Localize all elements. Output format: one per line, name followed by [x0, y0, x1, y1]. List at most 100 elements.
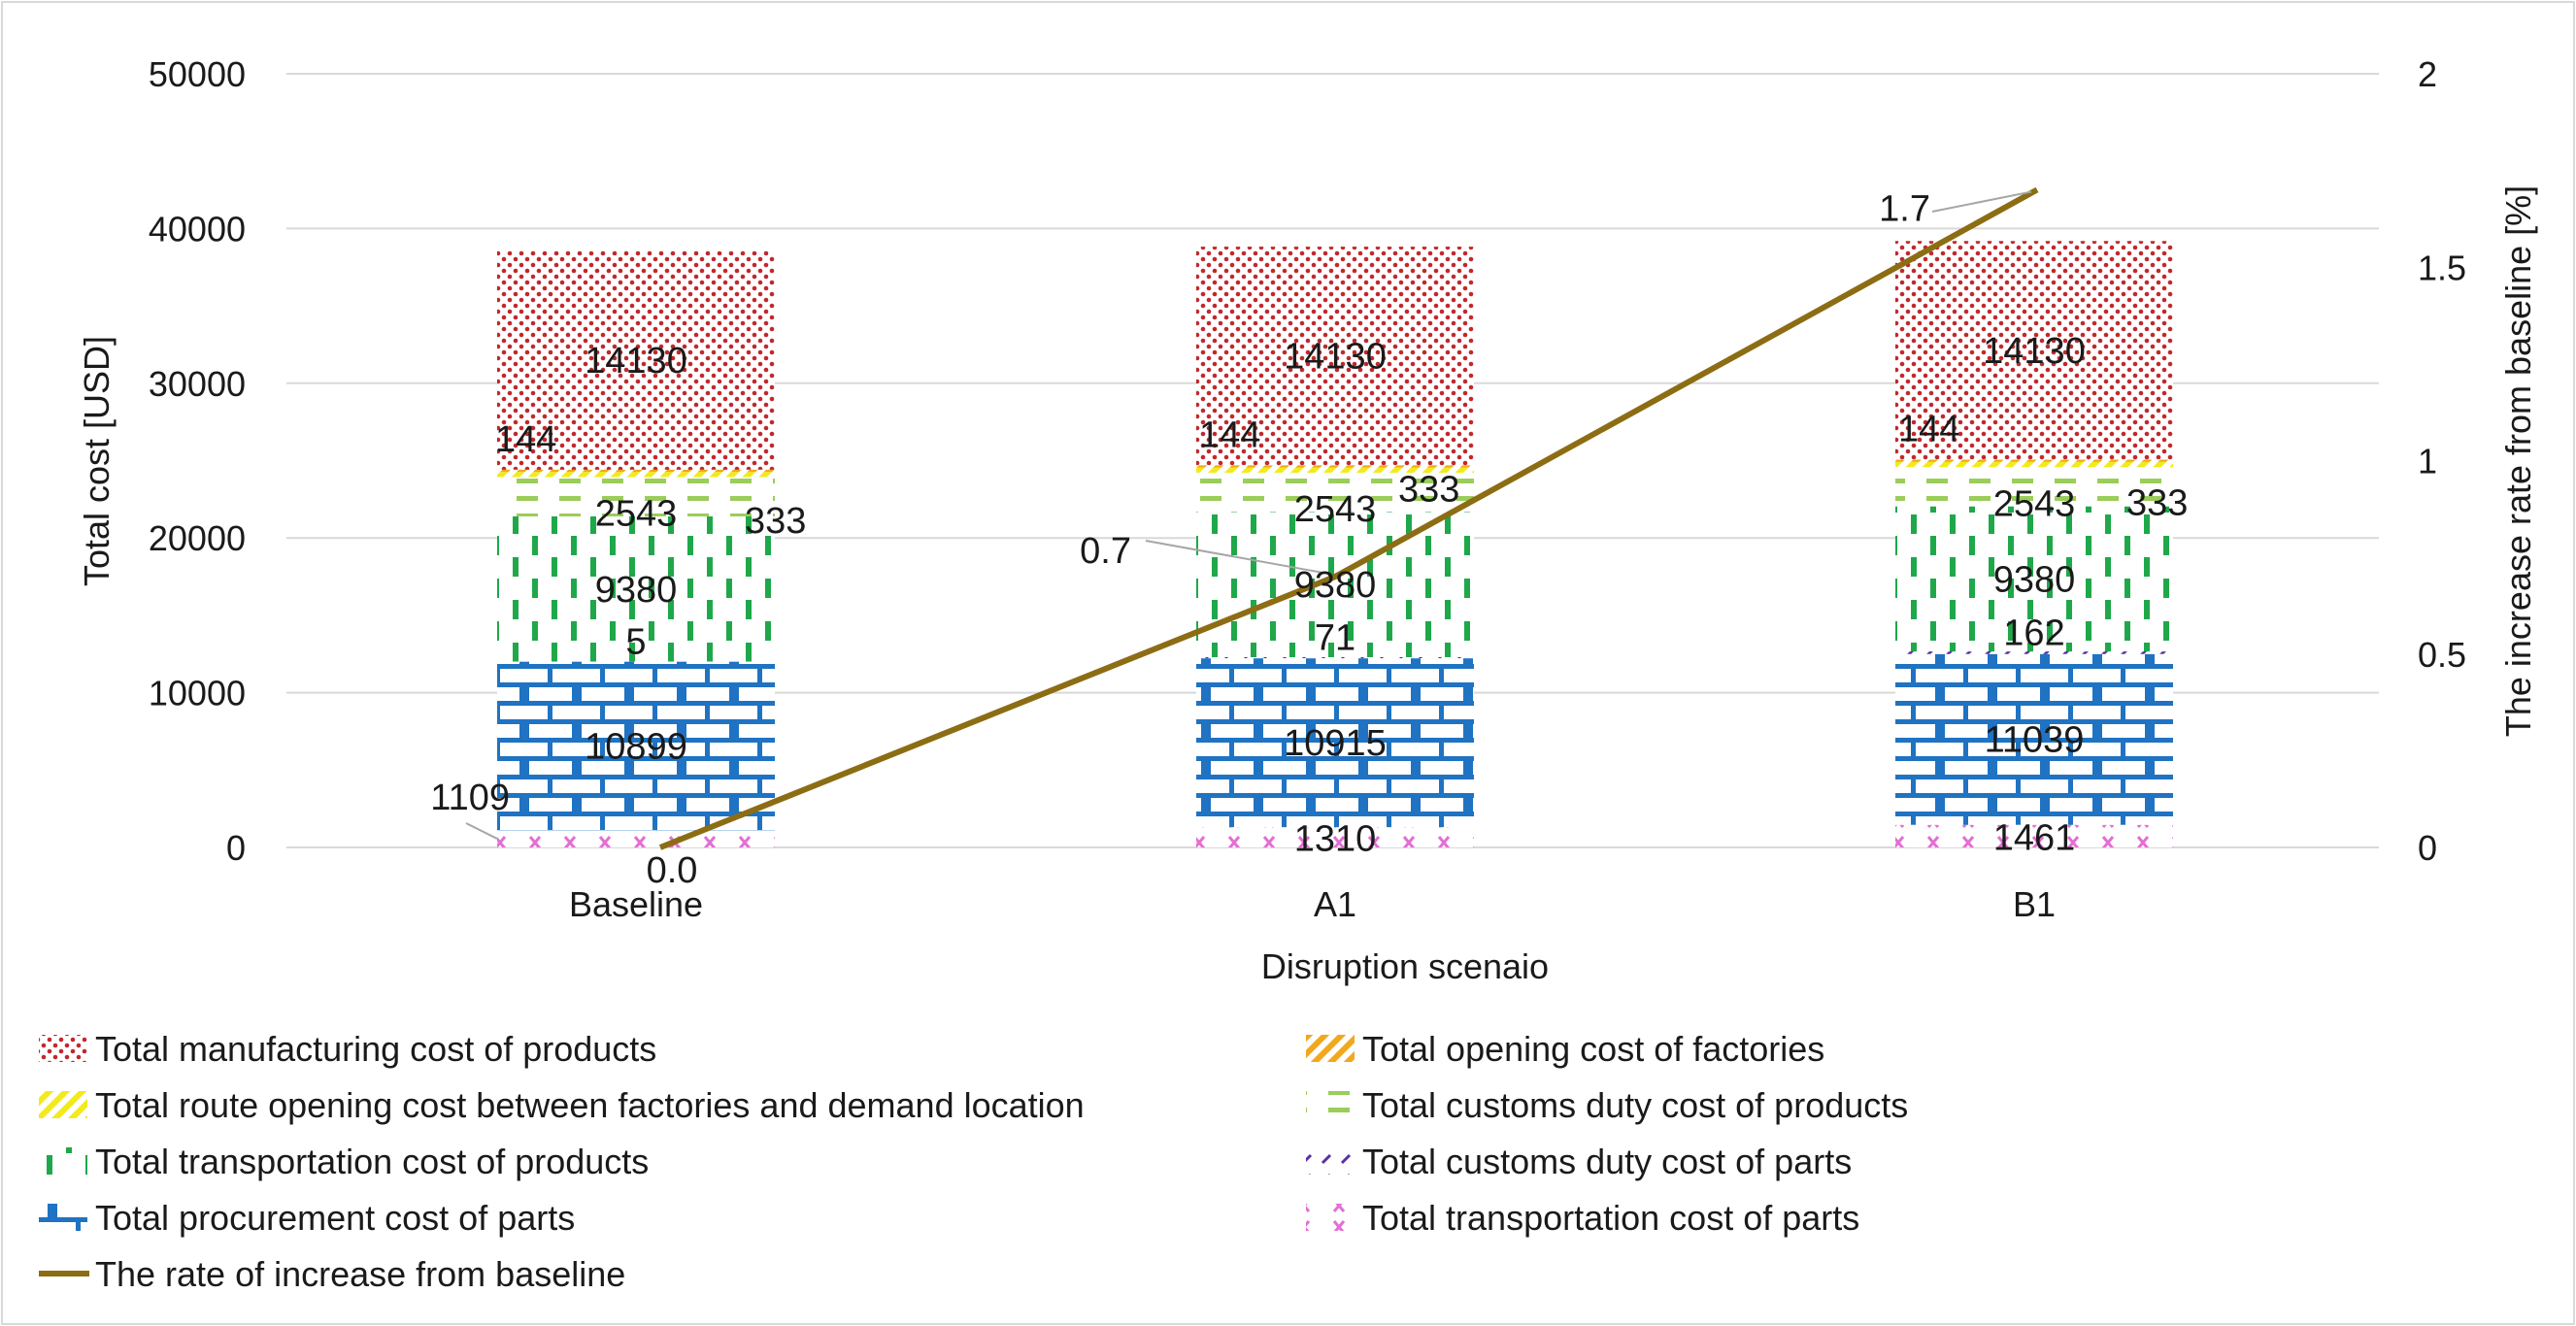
bar-segment: [1196, 827, 1474, 847]
y-tick-label: 0: [226, 828, 246, 868]
bar-segment: [497, 250, 775, 470]
bar-segment: [497, 472, 775, 478]
bar-data-label: 5: [625, 622, 646, 663]
y-tick-label: 50000: [149, 54, 246, 94]
bar-segment: [1196, 472, 1474, 513]
y2-tick-label: 1: [2418, 442, 2437, 481]
legend-label: Total customs duty cost of parts: [1362, 1142, 1852, 1181]
bar-data-label: 162: [2003, 613, 2064, 653]
bar-stack: [1196, 247, 1474, 847]
bar-segment: [1895, 506, 2173, 652]
line-data-label: 1.7: [1879, 189, 1930, 230]
bar-segment: [1196, 247, 1474, 466]
bar-data-label: 1310: [1294, 819, 1377, 860]
bar-segment: [1196, 512, 1474, 658]
bar-data-label: 9380: [1993, 559, 2076, 600]
y-tick-label: 40000: [149, 209, 246, 249]
data-labels: 1109 10899 5 9380 2543 333 144 14130 1310 10915 71…: [430, 331, 2188, 860]
bar-stack: [497, 250, 775, 847]
rate-line-group: 0.0 0.7 1.7: [647, 186, 2039, 891]
bar-segment: [1895, 241, 2173, 460]
bar-data-label: 10899: [585, 726, 687, 767]
line-data-label: 0.7: [1080, 531, 1131, 572]
y-tick-label: 30000: [149, 364, 246, 404]
legend-label: Total transportation cost of products: [95, 1142, 649, 1181]
bar-data-label: 9380: [595, 570, 678, 611]
legend-label: Total opening cost of factories: [1362, 1029, 1824, 1069]
legend-item: Total opening cost of factories: [1306, 1029, 1824, 1069]
legend-item: Total customs duty cost of parts: [1306, 1142, 1852, 1181]
bar-data-label: 71: [1315, 618, 1355, 659]
legend-item: Total transportation cost of parts: [1306, 1198, 1859, 1238]
bar-data-label: 14130: [585, 341, 687, 381]
x-tick-label: Baseline: [569, 884, 703, 924]
bar-data-label: 9380: [1294, 565, 1377, 606]
legend-label: Total customs duty cost of products: [1362, 1085, 1908, 1125]
legend-label: Total procurement cost of parts: [95, 1198, 575, 1238]
bar-segment: [1895, 653, 2173, 825]
legend-swatch: [39, 1204, 87, 1231]
legend-swatch: [39, 1035, 87, 1062]
bar-segment: [1895, 467, 2173, 507]
legend-item: Total customs duty cost of products: [1306, 1085, 1908, 1125]
legend-item: Total route opening cost between factori…: [39, 1085, 1085, 1125]
bar-segment: [497, 469, 775, 473]
bar-segment: [1196, 658, 1474, 828]
bar-data-label: 11039: [1985, 720, 2085, 761]
bar-stack: [1895, 241, 2173, 847]
bar-segment: [497, 830, 775, 847]
legend-label: Total manufacturing cost of products: [95, 1029, 656, 1069]
bar-segment: [1895, 650, 2173, 654]
y2-tick-label: 2: [2418, 54, 2437, 94]
x-tick-label: A1: [1314, 884, 1356, 924]
legend-swatch: [1306, 1091, 1355, 1118]
bar-data-label: 2543: [1294, 489, 1377, 530]
legend-item: Total transportation cost of products: [39, 1142, 649, 1181]
y-axis-title: Total cost [USD]: [77, 336, 117, 586]
legend-item: Total procurement cost of parts: [39, 1198, 575, 1238]
bar-data-label: 10915: [1284, 723, 1387, 764]
bar-data-label: 333: [745, 501, 806, 542]
y2-axis-title: The increase rate from baseline [%]: [2498, 185, 2538, 737]
bar-segment: [497, 661, 775, 831]
bar-data-label: 2543: [1993, 483, 2076, 524]
axes: 0 10000 20000 30000 40000 50000 0 0.5 1 1.5 2 Basel…: [77, 54, 2538, 986]
bar-data-label: 2543: [595, 494, 678, 535]
legend-item: The rate of increase from baseline: [39, 1254, 625, 1294]
bar-segment: [1895, 824, 2173, 847]
legend: Total manufacturing cost of products Tota…: [39, 1029, 1908, 1294]
line-data-label: 0.0: [647, 850, 698, 891]
bar-segment: [1196, 464, 1474, 468]
bar-segment: [497, 515, 775, 662]
label-leader-line: [1145, 540, 1324, 575]
bar-segment: [1895, 461, 2173, 468]
bar-data-label: 1109: [430, 778, 510, 818]
bar-segment: [497, 477, 775, 516]
bar-data-label: 333: [2126, 482, 2188, 523]
legend-label: Total transportation cost of parts: [1362, 1198, 1859, 1238]
bar-data-label: 14130: [1284, 337, 1387, 378]
legend-swatch: [39, 1147, 87, 1175]
y-tick-label: 10000: [149, 674, 246, 713]
bar-data-label: 1461: [1993, 817, 2076, 858]
legend-label: The rate of increase from baseline: [95, 1254, 625, 1294]
legend-swatch: [1306, 1035, 1355, 1062]
bars: [497, 241, 2173, 847]
x-axis-title: Disruption scenaio: [1261, 946, 1549, 986]
y2-tick-label: 1.5: [2418, 248, 2466, 287]
y2-tick-label: 0: [2418, 828, 2437, 868]
label-leader-line: [1931, 190, 2032, 213]
bar-segment: [1895, 458, 2173, 462]
y-tick-label: 20000: [149, 518, 246, 558]
bar-data-label: 333: [1398, 469, 1459, 510]
legend-swatch: [1306, 1204, 1355, 1231]
rate-line: [658, 186, 2039, 850]
label-leader-line: [465, 822, 498, 840]
legend-label: Total route opening cost between factori…: [95, 1085, 1085, 1125]
bar-segment: [1196, 467, 1474, 473]
bar-data-label: 144: [495, 419, 556, 460]
legend-item: Total manufacturing cost of products: [39, 1029, 656, 1069]
legend-swatch: [1306, 1147, 1355, 1175]
